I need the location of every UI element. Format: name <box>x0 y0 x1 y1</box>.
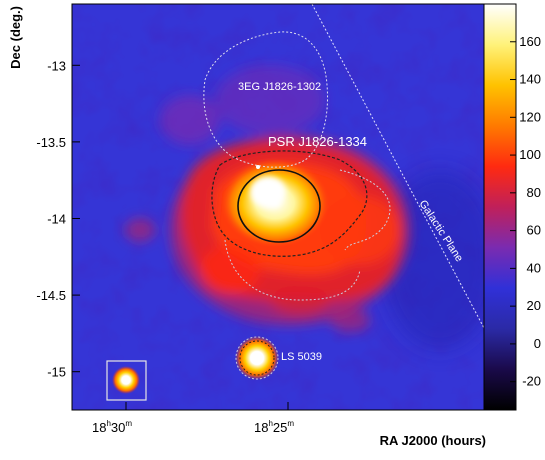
x-tick-label: 18h30m <box>92 419 132 435</box>
y-axis-title: Dec (deg.) <box>8 6 23 69</box>
annotation-ls5039: LS 5039 <box>281 351 322 363</box>
y-tick-label: -13.5 <box>36 135 66 150</box>
colorbar-axis: 160 140 120 100 80 60 40 20 0 -20 <box>510 34 541 389</box>
y-axis: -13 -13.5 -14 -14.5 -15 <box>36 58 80 380</box>
colorbar-tick-label: 40 <box>527 260 541 275</box>
y-tick-label: -13 <box>47 58 66 73</box>
colorbar-tick-label: 100 <box>519 147 541 162</box>
significance-contour <box>211 150 368 257</box>
ls5039-source <box>235 336 279 380</box>
x-axis-title: RA J2000 (hours) <box>380 433 486 448</box>
colorbar-tick-label: 140 <box>519 72 541 87</box>
colorbar-tick-label: 120 <box>519 109 541 124</box>
annotation-3eg: 3EG J1826-1302 <box>238 81 321 93</box>
heatmap-area <box>72 4 484 410</box>
y-tick-label: -15 <box>47 365 66 380</box>
colorbar <box>483 3 517 411</box>
x-axis: 18h30m 18h25m <box>92 402 294 435</box>
psf-source <box>112 366 140 394</box>
psf-inset-box <box>106 360 147 401</box>
colorbar-tick-label: 0 <box>534 336 541 351</box>
annotation-psr: PSR J1826-1334 <box>268 134 367 149</box>
y-tick-label: -14 <box>47 211 66 226</box>
colorbar-tick-label: 20 <box>527 298 541 313</box>
colorbar-tick-label: 80 <box>527 185 541 200</box>
y-tick-label: -14.5 <box>36 288 66 303</box>
galactic-plane-line <box>311 4 484 329</box>
fit-ellipse <box>237 169 321 243</box>
colorbar-tick-label: 60 <box>527 223 541 238</box>
colorbar-tick-label: 160 <box>519 34 541 49</box>
colorbar-tick-label: -20 <box>522 374 541 389</box>
x-tick-label: 18h25m <box>254 419 294 435</box>
egret-contour <box>203 31 329 168</box>
